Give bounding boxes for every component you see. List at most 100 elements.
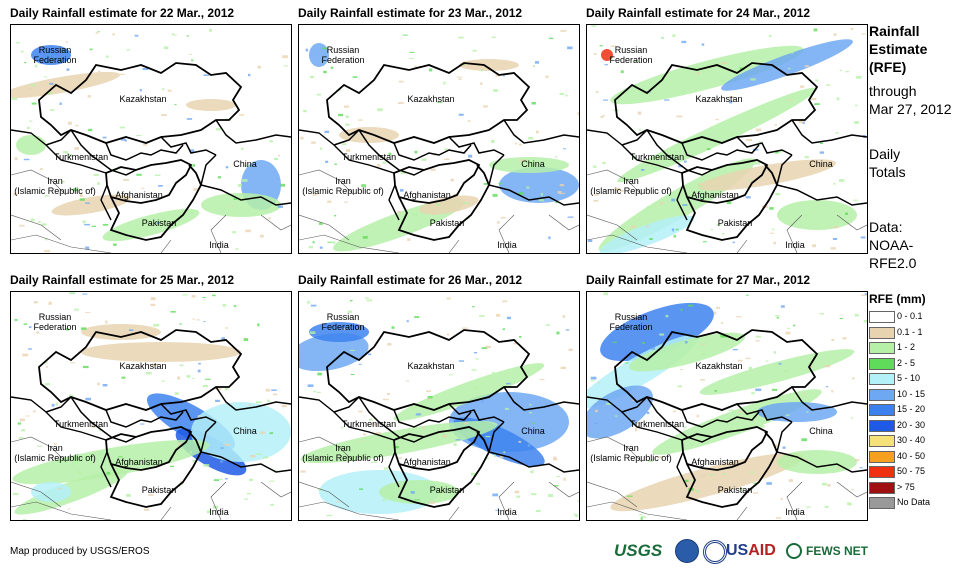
rain-speckle: [428, 501, 435, 504]
rain-speckle: [220, 447, 224, 449]
rain-speckle: [753, 482, 757, 484]
rain-speckle: [729, 133, 733, 136]
country-label-iran-line1: Iran: [335, 443, 351, 453]
rain-patch: [610, 452, 804, 512]
rain-speckle: [244, 498, 248, 500]
rain-speckle: [310, 304, 317, 307]
rain-speckle: [588, 239, 593, 242]
country-label-turkmenistan: Turkmenistan: [53, 419, 109, 429]
rain-speckle: [412, 407, 418, 409]
rain-speckle: [269, 480, 275, 482]
rain-speckle: [143, 143, 148, 146]
rainfall-map-panel: Daily Rainfall estimate for 26 Mar., 201…: [298, 273, 582, 521]
rain-speckle: [553, 485, 559, 487]
rain-speckle: [746, 294, 749, 296]
rain-patch: [31, 482, 71, 502]
rain-speckle: [771, 388, 778, 391]
country-label-iran-line1: Iran: [47, 443, 63, 453]
rain-speckle: [803, 392, 806, 395]
rain-speckle: [458, 78, 462, 80]
rain-speckle: [755, 128, 762, 132]
rain-speckle: [193, 188, 199, 191]
rain-speckle: [453, 443, 457, 446]
rain-speckle: [481, 347, 488, 350]
rain-speckle: [394, 446, 400, 449]
rain-speckle: [729, 100, 733, 104]
rain-speckle: [721, 233, 725, 235]
rain-speckle: [217, 176, 221, 179]
rain-patch: [81, 324, 161, 340]
rain-speckle: [198, 362, 201, 365]
rain-speckle: [503, 451, 506, 454]
rain-speckle: [778, 150, 783, 153]
rain-speckle: [162, 380, 165, 382]
rain-speckle: [610, 45, 617, 47]
rain-speckle: [217, 478, 224, 480]
rain-speckle: [827, 484, 831, 487]
rain-speckle: [362, 236, 368, 239]
rain-speckle: [204, 378, 211, 380]
rain-speckle: [491, 371, 495, 374]
rain-speckle: [833, 33, 837, 36]
country-label-iran-line2: (Islamic Republic of): [302, 186, 384, 196]
rain-speckle: [332, 321, 337, 324]
legend-swatch: [869, 373, 895, 385]
rain-speckle: [863, 319, 867, 323]
afghanistan-border: [681, 159, 769, 204]
country-label-iran-line2: (Islamic Republic of): [14, 453, 96, 463]
rain-speckle: [215, 388, 222, 391]
neighbour-borders: [11, 169, 291, 253]
rain-speckle: [361, 184, 366, 187]
rain-patch: [419, 195, 479, 215]
rain-speckle: [224, 443, 231, 446]
rain-speckle: [255, 401, 262, 404]
china-border: [488, 119, 579, 206]
rain-speckle: [241, 147, 244, 150]
rain-speckle: [178, 442, 182, 446]
rain-speckle: [839, 179, 845, 182]
rain-speckle: [463, 422, 469, 425]
rain-speckle: [545, 75, 549, 78]
rainfall-map-panel: Daily Rainfall estimate for 23 Mar., 201…: [298, 6, 582, 254]
rain-speckle: [562, 315, 565, 318]
rain-speckle: [162, 88, 165, 91]
country-label-kazakhstan: Kazakhstan: [695, 361, 743, 371]
afghanistan-border: [393, 159, 481, 204]
rain-speckle: [803, 400, 806, 402]
rain-speckle: [450, 178, 454, 182]
rain-speckle: [774, 315, 780, 317]
rain-speckle: [209, 28, 212, 32]
rain-speckle: [591, 25, 597, 27]
rain-speckle: [649, 238, 653, 240]
rain-speckle: [472, 306, 475, 308]
rain-speckle: [55, 402, 59, 406]
rain-speckle: [153, 323, 160, 327]
rain-speckle: [282, 55, 288, 59]
rain-speckle: [836, 97, 840, 101]
rain-speckle: [368, 353, 372, 356]
rain-speckle: [590, 380, 595, 382]
rain-speckle: [759, 425, 765, 428]
rain-speckle: [397, 457, 402, 459]
rain-speckle: [383, 398, 389, 401]
rain-speckle: [530, 470, 534, 474]
rain-speckle: [850, 417, 854, 419]
rain-speckle: [536, 509, 541, 513]
pakistan-border: [109, 164, 202, 241]
rain-speckle: [20, 50, 24, 53]
rain-speckle: [821, 482, 827, 486]
legend-label: 50 - 75: [897, 466, 926, 476]
rain-speckle: [746, 139, 752, 141]
rain-patch: [299, 332, 369, 372]
rain-speckle: [486, 457, 489, 460]
rain-speckle: [726, 201, 732, 204]
rain-speckle: [713, 311, 717, 315]
rain-speckle: [485, 435, 491, 438]
rain-patch: [191, 402, 291, 462]
rain-speckle: [751, 392, 755, 395]
country-label-iran-line2: (Islamic Republic of): [590, 186, 672, 196]
rain-speckle: [557, 191, 562, 194]
rain-speckle: [804, 459, 808, 462]
country-label-china: China: [521, 426, 545, 436]
rain-speckle: [824, 505, 829, 508]
